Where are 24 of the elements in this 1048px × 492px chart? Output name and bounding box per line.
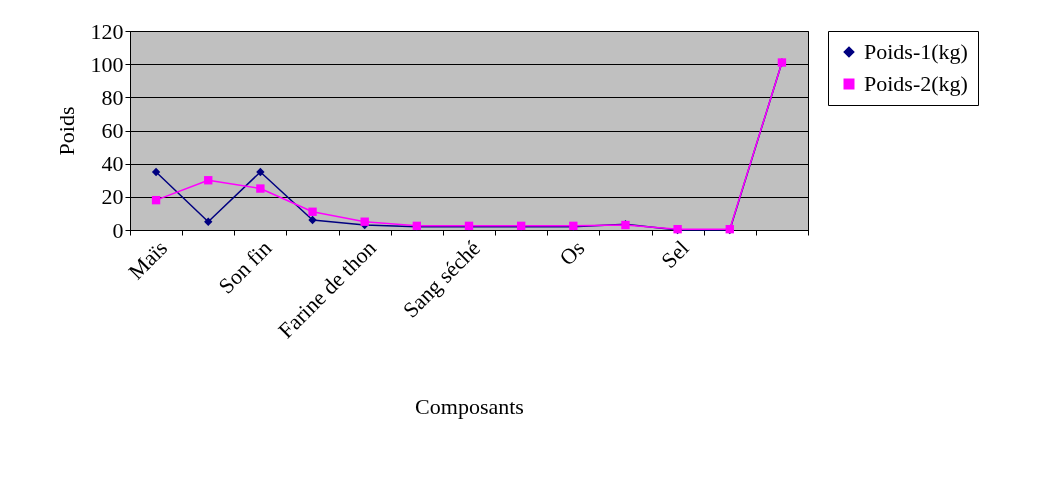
x-axis-title: Composants xyxy=(415,394,524,420)
point xyxy=(204,176,213,185)
y-tick-label: 0 xyxy=(112,217,124,243)
x-tick-label: Maïs xyxy=(123,235,173,285)
point xyxy=(151,195,161,205)
y-tick-label: 20 xyxy=(101,184,124,210)
legend-label: Poids-2(kg) xyxy=(864,71,968,96)
point xyxy=(204,217,213,226)
point xyxy=(308,215,317,225)
point xyxy=(256,184,265,193)
x-tick-label: Son fin xyxy=(213,235,277,299)
point xyxy=(256,167,265,177)
point xyxy=(308,207,317,216)
point xyxy=(151,167,161,177)
x-tick-label: Sel xyxy=(656,235,694,273)
y-tick-label: 120 xyxy=(90,18,124,44)
y-tick-label: 40 xyxy=(101,151,124,177)
y-tick-label: 100 xyxy=(90,51,124,77)
legend-label: Poids-1(kg) xyxy=(864,39,968,64)
y-tick-label: 60 xyxy=(101,118,124,143)
y-axis-title: Poids xyxy=(53,106,79,156)
point xyxy=(360,217,369,226)
x-tick-label: Os xyxy=(554,235,590,271)
y-tick-label: 80 xyxy=(101,84,124,110)
